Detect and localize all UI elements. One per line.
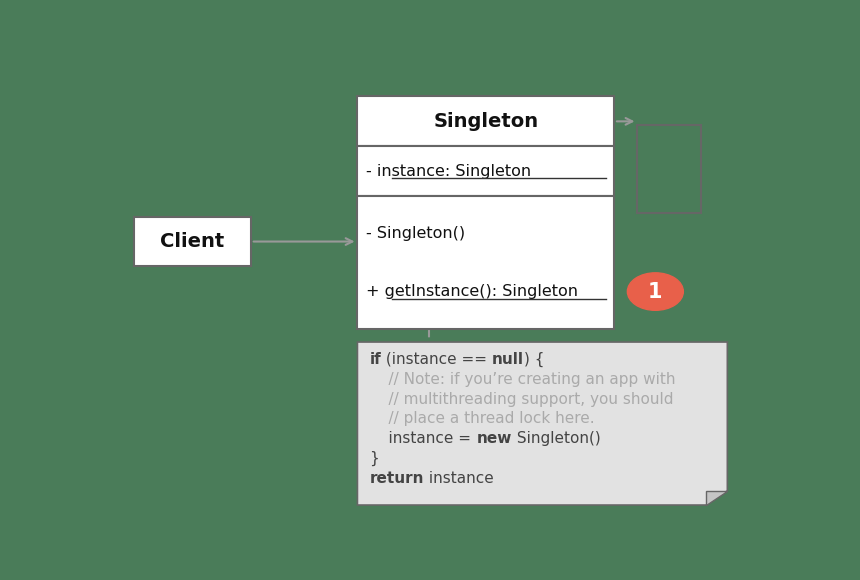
Text: Client: Client xyxy=(160,232,224,251)
Polygon shape xyxy=(358,342,728,505)
Text: // place a thread lock here.: // place a thread lock here. xyxy=(370,411,595,426)
Text: Singleton: Singleton xyxy=(433,112,538,131)
Text: 1: 1 xyxy=(648,281,662,302)
Polygon shape xyxy=(706,491,728,505)
Text: }: } xyxy=(370,451,379,466)
Text: null: null xyxy=(492,352,524,367)
Text: - instance: Singleton: - instance: Singleton xyxy=(366,164,531,179)
FancyBboxPatch shape xyxy=(358,146,614,196)
FancyBboxPatch shape xyxy=(134,217,251,266)
Text: if: if xyxy=(370,352,381,367)
Text: - Singleton(): - Singleton() xyxy=(366,226,465,241)
Circle shape xyxy=(627,273,684,310)
Text: instance =: instance = xyxy=(370,432,476,447)
Text: ) {: ) { xyxy=(524,352,544,367)
Text: (instance ==: (instance == xyxy=(381,352,492,367)
Text: return: return xyxy=(370,471,424,486)
Text: // Note: if you’re creating an app with: // Note: if you’re creating an app with xyxy=(370,372,676,387)
Text: instance: instance xyxy=(424,471,494,486)
FancyBboxPatch shape xyxy=(358,96,614,146)
Text: new: new xyxy=(476,432,512,447)
Text: + getInstance(): Singleton: + getInstance(): Singleton xyxy=(366,284,578,299)
Text: Singleton(): Singleton() xyxy=(512,432,600,447)
FancyBboxPatch shape xyxy=(358,196,614,329)
Text: // multithreading support, you should: // multithreading support, you should xyxy=(370,392,674,407)
